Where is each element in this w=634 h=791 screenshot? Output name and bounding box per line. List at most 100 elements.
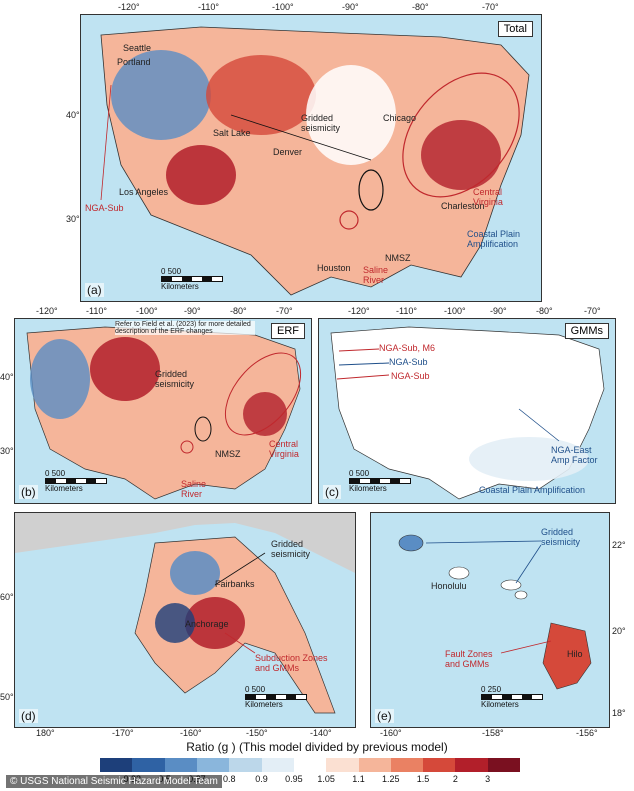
e-lon-tick: -160°: [380, 728, 402, 738]
panel-b-id: (b): [19, 485, 38, 499]
city-charleston: Charleston: [441, 201, 485, 211]
c-lon-tick: -110°: [396, 306, 417, 316]
panel-d-id: (d): [19, 709, 38, 723]
annotation-nmsz-b: NMSZ: [215, 449, 241, 459]
colorbar-swatch: [132, 758, 165, 772]
panel-b-note: Refer to Field et al. (2023) for more de…: [115, 321, 255, 335]
hawaii-map: [398, 534, 592, 690]
b-lon-tick: -100°: [136, 306, 158, 316]
annotation-gridded-d: Gridded seismicity: [271, 539, 311, 559]
d-lon-tick: -170°: [112, 728, 134, 738]
annotation-nmsz: NMSZ: [385, 253, 411, 263]
a-lat-tick: 40°: [66, 110, 80, 120]
city-seattle: Seattle: [123, 43, 152, 53]
b-lon-tick: -70°: [276, 306, 293, 316]
annotation-subduction: Subduction Zones and GMMs: [255, 653, 328, 673]
city-chicago: Chicago: [383, 113, 417, 123]
panel-b-title: ERF: [271, 323, 305, 339]
panel-e-hawaii-map: (e) Honolulu Hilo Gridded seismicity Fau…: [370, 512, 610, 728]
d-lat-tick: 50°: [0, 692, 14, 702]
city-los-angeles: Los Angeles: [119, 187, 169, 197]
e-lon-tick: -158°: [482, 728, 504, 738]
colorbar-tick-label: 0.8: [222, 774, 236, 784]
scale-unit-a: Kilometers: [161, 282, 199, 291]
e-lon-tick: -156°: [576, 728, 598, 738]
scale-values-e: 0 250: [481, 685, 502, 694]
annotation-fault: Fault Zones and GMMs: [445, 649, 493, 669]
annotation-central-virginia-b: Central Virginia: [269, 439, 299, 459]
a-lon-tick: -90°: [342, 2, 359, 12]
colorbar-swatch: [423, 758, 456, 772]
colorbar-swatch: [196, 758, 230, 772]
colorbar-tick-label: 2: [452, 774, 458, 784]
credit-text: © USGS National Seismic Hazard Model Tea…: [6, 775, 222, 788]
a-lon-tick: -120°: [118, 2, 140, 12]
c-lon-tick: -100°: [444, 306, 466, 316]
a-lat-tick: 30°: [66, 214, 80, 224]
us-map-c: [330, 326, 605, 500]
city-portland: Portland: [117, 57, 151, 67]
annotation-saline-b: Saline River: [181, 479, 207, 499]
annotation-nga-sub: NGA-Sub: [85, 203, 124, 213]
city-salt-lake: Salt Lake: [213, 128, 251, 138]
c-lon-tick: -80°: [536, 306, 553, 316]
annotation-nga-sub-2: NGA-Sub: [391, 371, 430, 381]
d-lat-tick: 60°: [0, 592, 14, 602]
scale-bar-a: 0 500 Kilometers: [161, 267, 223, 291]
city-denver: Denver: [273, 147, 303, 157]
scale-unit-b: Kilometers: [45, 484, 83, 493]
panel-a-title: Total: [497, 21, 533, 37]
panel-c-id: (c): [323, 485, 341, 499]
scale-values-d: 0 500: [245, 685, 266, 694]
d-lon-tick: -160°: [180, 728, 202, 738]
panel-c-gmms-map: GMMs (c) NGA-Sub, M6 NGA-Sub NGA-Sub NGA…: [318, 318, 616, 504]
b-lon-tick: -120°: [36, 306, 58, 316]
b-lon-tick: -90°: [184, 306, 201, 316]
annotation-coastal-plain-c: Coastal Plain Amplification: [479, 485, 586, 495]
b-lon-tick: -80°: [230, 306, 247, 316]
city-houston: Houston: [317, 263, 351, 273]
colorbar-swatch: [487, 758, 521, 772]
a-lon-tick: -110°: [198, 2, 219, 12]
colorbar-tick-label: 1.25: [382, 774, 400, 784]
b-lat-tick: 40°: [0, 372, 14, 382]
scale-bar-c: 0 500 Kilometers: [349, 469, 411, 493]
d-lon-tick: -140°: [310, 728, 332, 738]
scale-bar-d: 0 500 Kilometers: [245, 685, 307, 709]
b-lon-tick: -110°: [86, 306, 107, 316]
city-anchorage: Anchorage: [185, 619, 229, 629]
a-lon-tick: -100°: [272, 2, 294, 12]
colorbar-swatch: [326, 758, 359, 772]
scale-bar-e: 0 250 Kilometers: [481, 685, 543, 709]
colorbar-tick-label: 1.1: [352, 774, 365, 784]
a-lon-tick: -70°: [482, 2, 499, 12]
colorbar-swatch: [164, 758, 197, 772]
annotation-nga-sub-m6: NGA-Sub, M6: [379, 343, 436, 353]
scale-values-a: 0 500: [161, 267, 182, 276]
e-lat-tick: 22°: [612, 540, 626, 550]
annotation-saline: Saline River: [363, 265, 389, 285]
panel-d-alaska-map: (d) Fairbanks Anchorage Gridded seismici…: [14, 512, 356, 728]
annotation-nga-east: NGA-East Amp Factor: [551, 445, 598, 465]
d-lon-tick: -150°: [246, 728, 268, 738]
c-lon-tick: -120°: [348, 306, 370, 316]
colorbar-swatch: [293, 758, 327, 772]
colorbar-tick-label: 3: [485, 774, 491, 784]
scale-values-b: 0 500: [45, 469, 66, 478]
annotation-gridded-e: Gridded seismicity: [541, 527, 581, 547]
c-lon-tick: -70°: [584, 306, 601, 316]
colorbar-swatch: [390, 758, 424, 772]
colorbar-swatch: [358, 758, 391, 772]
colorbar-tick-label: 1.5: [416, 774, 430, 784]
e-lat-tick: 20°: [612, 626, 626, 636]
e-lat-tick: 18°: [612, 708, 626, 718]
panel-c-title: GMMs: [564, 323, 609, 339]
colorbar-swatch: [229, 758, 262, 772]
colorbar-tick-label: 0.9: [255, 774, 268, 784]
colorbar-swatch: [261, 758, 294, 772]
scale-unit-e: Kilometers: [481, 700, 519, 709]
us-map-a: [100, 26, 530, 296]
c-lon-tick: -90°: [490, 306, 507, 316]
scale-unit-d: Kilometers: [245, 700, 283, 709]
annotation-nga-sub-1: NGA-Sub: [389, 357, 428, 367]
